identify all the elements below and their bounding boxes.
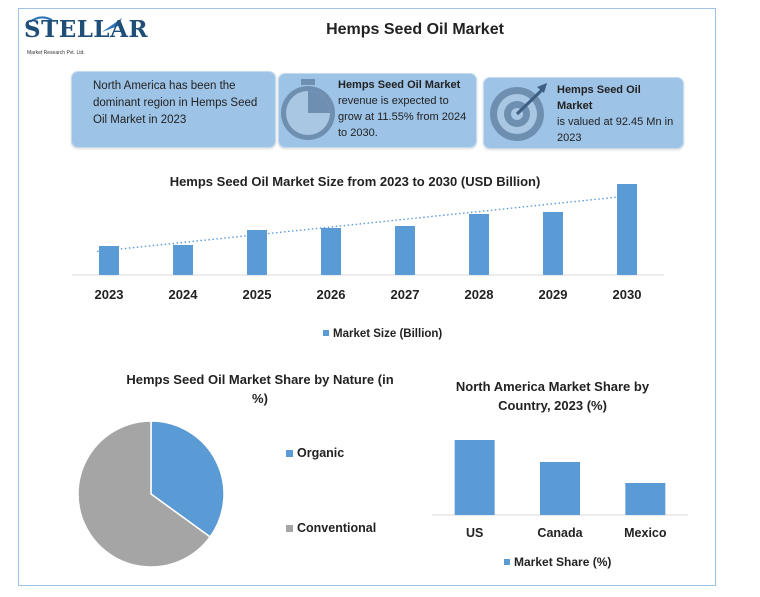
bar (99, 246, 119, 275)
infographic-frame (18, 8, 716, 586)
bar (625, 483, 666, 515)
nature-share-chart-title: Hemps Seed Oil Market Share by Nature (i… (120, 370, 400, 408)
legend-label: Market Size (Billion) (333, 328, 442, 340)
x-tick-label: Mexico (624, 526, 667, 540)
info-box-growth-heading: Hemps Seed Oil Market (338, 79, 461, 91)
legend-label: Conventional (297, 521, 376, 535)
legend-swatch (504, 559, 510, 565)
bar (454, 440, 495, 515)
bar (321, 228, 341, 275)
pie-slice (150, 420, 225, 538)
legend-label: Organic (297, 446, 344, 460)
target-icon (489, 81, 551, 143)
x-tick-label: 2027 (391, 287, 420, 302)
page-title: Hemps Seed Oil Market (326, 21, 504, 38)
x-tick-label: Canada (537, 526, 583, 540)
legend-swatch (286, 450, 293, 457)
legend-swatch (323, 330, 329, 336)
bar (395, 226, 415, 275)
x-tick-label: 2023 (95, 287, 124, 302)
legend-label: Market Share (%) (514, 555, 611, 569)
pie-slice (77, 420, 212, 568)
bar (173, 245, 193, 275)
bar (469, 214, 489, 275)
x-tick-label: 2028 (465, 287, 494, 302)
x-tick-label: 2030 (613, 287, 642, 302)
logo-subtitle: Market Research Pvt. Ltd. (27, 50, 85, 56)
x-tick-label: US (466, 526, 483, 540)
info-box-value-heading: Hemps Seed Oil Market (557, 84, 641, 112)
stopwatch-icon (280, 77, 338, 143)
bar (247, 230, 267, 275)
info-box-value-body: is valued at 92.45 Mn in 2023 (557, 116, 674, 144)
trendline (96, 196, 618, 253)
country-share-chart-title: North America Market Share by Country, 2… (445, 377, 660, 415)
info-box-region-text: North America has been the dominant regi… (93, 80, 258, 126)
bar (540, 462, 580, 515)
info-box-growth-text: Hemps Seed Oil Market revenue is expecte… (338, 77, 468, 141)
nature-share-chart-title-text: Hemps Seed Oil Market Share by Nature (i… (126, 372, 394, 406)
country-share-chart-title-text: North America Market Share by Country, 2… (455, 379, 650, 413)
legend-swatch (286, 525, 293, 532)
info-box-growth-body: revenue is expected to grow at 11.55% fr… (338, 95, 467, 139)
market-size-chart-title: Hemps Seed Oil Market Size from 2023 to … (169, 174, 541, 189)
x-tick-label: 2029 (539, 287, 568, 302)
x-tick-label: 2025 (243, 287, 272, 302)
bar (543, 212, 563, 275)
x-tick-label: 2026 (317, 287, 346, 302)
stellar-logo (26, 14, 136, 62)
info-box-value-text: Hemps Seed Oil Market is valued at 92.45… (557, 82, 679, 146)
info-box-region (71, 71, 276, 148)
bar (617, 184, 637, 275)
logo-name: STELLAR (24, 16, 149, 43)
x-tick-label: 2024 (169, 287, 199, 302)
